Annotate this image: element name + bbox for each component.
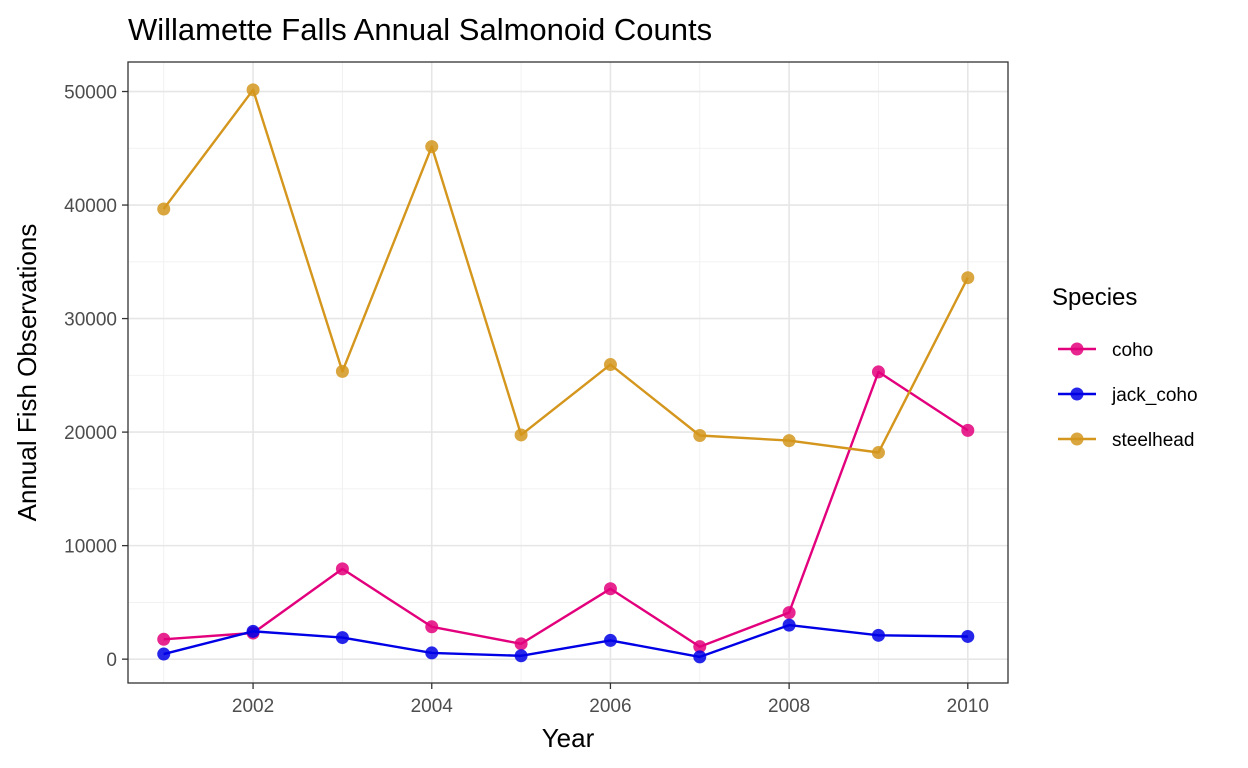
data-point-coho: [514, 637, 528, 651]
data-point-steelhead: [871, 446, 885, 460]
major-gridlines: [128, 62, 1008, 683]
y-tick-label: 20000: [64, 423, 117, 444]
data-point-jack_coho: [693, 650, 707, 664]
y-tick-label: 0: [106, 650, 117, 671]
series-layer: [157, 83, 975, 664]
data-point-jack_coho: [514, 649, 528, 663]
data-point-coho: [961, 423, 975, 437]
y-tick-label: 50000: [64, 83, 117, 104]
series-line-jack_coho: [163, 623, 968, 659]
data-point-coho: [603, 582, 617, 596]
data-point-steelhead: [335, 364, 349, 378]
data-point-jack_coho: [246, 624, 260, 638]
y-axis-title: Annual Fish Observations: [12, 224, 42, 522]
data-point-coho: [425, 620, 439, 634]
data-point-jack_coho: [961, 629, 975, 643]
legend-label: jack_coho: [1111, 385, 1198, 406]
legend-label: steelhead: [1112, 430, 1194, 451]
legend-key-point: [1070, 387, 1084, 401]
x-tick-label: 2002: [232, 696, 274, 717]
series-line-coho: [163, 370, 969, 648]
data-point-jack_coho: [782, 618, 796, 632]
x-tick-label: 2008: [768, 696, 810, 717]
x-tick-label: 2010: [947, 696, 989, 717]
legend-item-steelhead: steelhead: [1058, 430, 1194, 451]
plot-panel-border: [127, 61, 1009, 684]
data-point-steelhead: [782, 434, 796, 448]
data-point-steelhead: [693, 429, 707, 443]
data-point-steelhead: [157, 202, 171, 216]
data-point-coho: [782, 606, 796, 620]
y-axis: 0 10000 20000 30000 40000 50000: [64, 83, 128, 671]
data-point-steelhead: [246, 83, 260, 97]
data-point-steelhead: [425, 140, 439, 154]
legend-items: coho jack_coho steelhead: [1058, 340, 1198, 451]
data-point-jack_coho: [871, 628, 885, 642]
legend-label: coho: [1112, 340, 1153, 361]
data-point-steelhead: [514, 428, 528, 442]
y-tick-label: 10000: [64, 537, 117, 558]
data-point-coho: [335, 562, 349, 576]
data-point-jack_coho: [425, 646, 439, 660]
x-axis: 2002 2004 2006 2008 2010: [232, 683, 989, 717]
legend-title: Species: [1052, 284, 1137, 311]
y-tick-label: 40000: [64, 196, 117, 217]
data-point-coho: [157, 632, 171, 646]
x-axis-title: Year: [542, 723, 595, 753]
x-tick-label: 2004: [411, 696, 454, 717]
x-tick-label: 2006: [589, 696, 631, 717]
data-point-coho: [871, 365, 885, 379]
data-point-jack_coho: [157, 647, 171, 661]
data-point-jack_coho: [603, 633, 617, 647]
data-point-steelhead: [603, 358, 617, 372]
data-point-steelhead: [961, 271, 975, 285]
legend: Species coho jack_coho steelhead: [1052, 284, 1198, 451]
data-point-jack_coho: [335, 631, 349, 645]
legend-item-jack_coho: jack_coho: [1058, 385, 1198, 406]
data-point-coho: [693, 640, 707, 654]
legend-key-point: [1070, 432, 1084, 446]
y-tick-label: 30000: [64, 310, 117, 331]
series-line-steelhead: [162, 88, 969, 454]
legend-key-point: [1070, 342, 1084, 356]
chart-title: Willamette Falls Annual Salmonoid Counts: [128, 12, 712, 47]
legend-item-coho: coho: [1058, 340, 1153, 361]
